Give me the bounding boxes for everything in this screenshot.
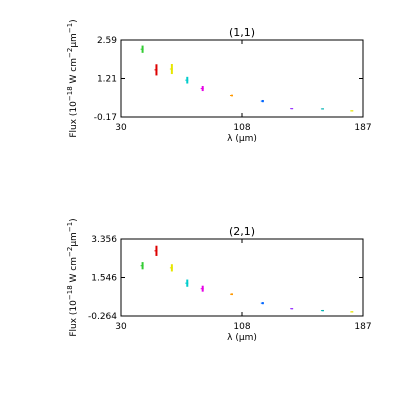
y-tick-label: -0.17 (94, 113, 117, 123)
x-tick-label: 108 (233, 123, 250, 133)
y-axis-label: Flux (10−18 W cm−2μm−1) (66, 19, 79, 137)
y-tick-label: -0.264 (88, 312, 117, 322)
x-tick-label: 108 (233, 322, 250, 332)
x-axis-label: λ (μm) (227, 333, 257, 343)
x-tick-label: 30 (115, 123, 127, 133)
y-axis-label: Flux (10−18 W cm−2μm−1) (66, 218, 79, 336)
panel-2-1: (2,1) 30 108 187 3.356 1.546 -0.264 λ (μm) Flux … (66, 218, 372, 343)
y-axis-label-superscript: −2 (66, 247, 74, 257)
y-tick-label: 1.546 (91, 274, 117, 284)
x-tick-label: 30 (115, 322, 127, 332)
y-axis-label-superscript: −18 (66, 285, 74, 300)
y-axis-label-part: μm (69, 232, 79, 247)
x-tick-label: 187 (354, 123, 371, 133)
y-axis-label-superscript: −18 (66, 86, 74, 101)
y-tick-label: 3.356 (91, 235, 117, 245)
chart-title: (2,1) (229, 225, 255, 238)
chart-title: (1,1) (229, 26, 255, 39)
y-axis-label-part: W cm (69, 257, 79, 285)
plot-frame (120, 39, 364, 118)
x-axis-label: λ (μm) (227, 134, 257, 144)
x-tick-label: 187 (354, 322, 371, 332)
y-axis-label-superscript: −1 (66, 222, 74, 232)
y-axis-label-part: W cm (69, 58, 79, 86)
panel-1-1: (1,1) 30 108 187 2.59 1.21 -0.17 λ (μm) Flux (10… (66, 19, 372, 144)
y-tick-label: 1.21 (97, 75, 117, 85)
y-axis-label-part: Flux (10 (69, 300, 79, 337)
y-axis-label-part: ) (69, 19, 79, 23)
y-tick-label: 2.59 (97, 36, 117, 46)
y-axis-label-part: μm (69, 33, 79, 48)
y-axis-label-superscript: −2 (66, 48, 74, 58)
y-axis-label-part: ) (69, 218, 79, 222)
y-axis-label-part: Flux (10 (69, 101, 79, 138)
y-axis-label-superscript: −1 (66, 23, 74, 33)
